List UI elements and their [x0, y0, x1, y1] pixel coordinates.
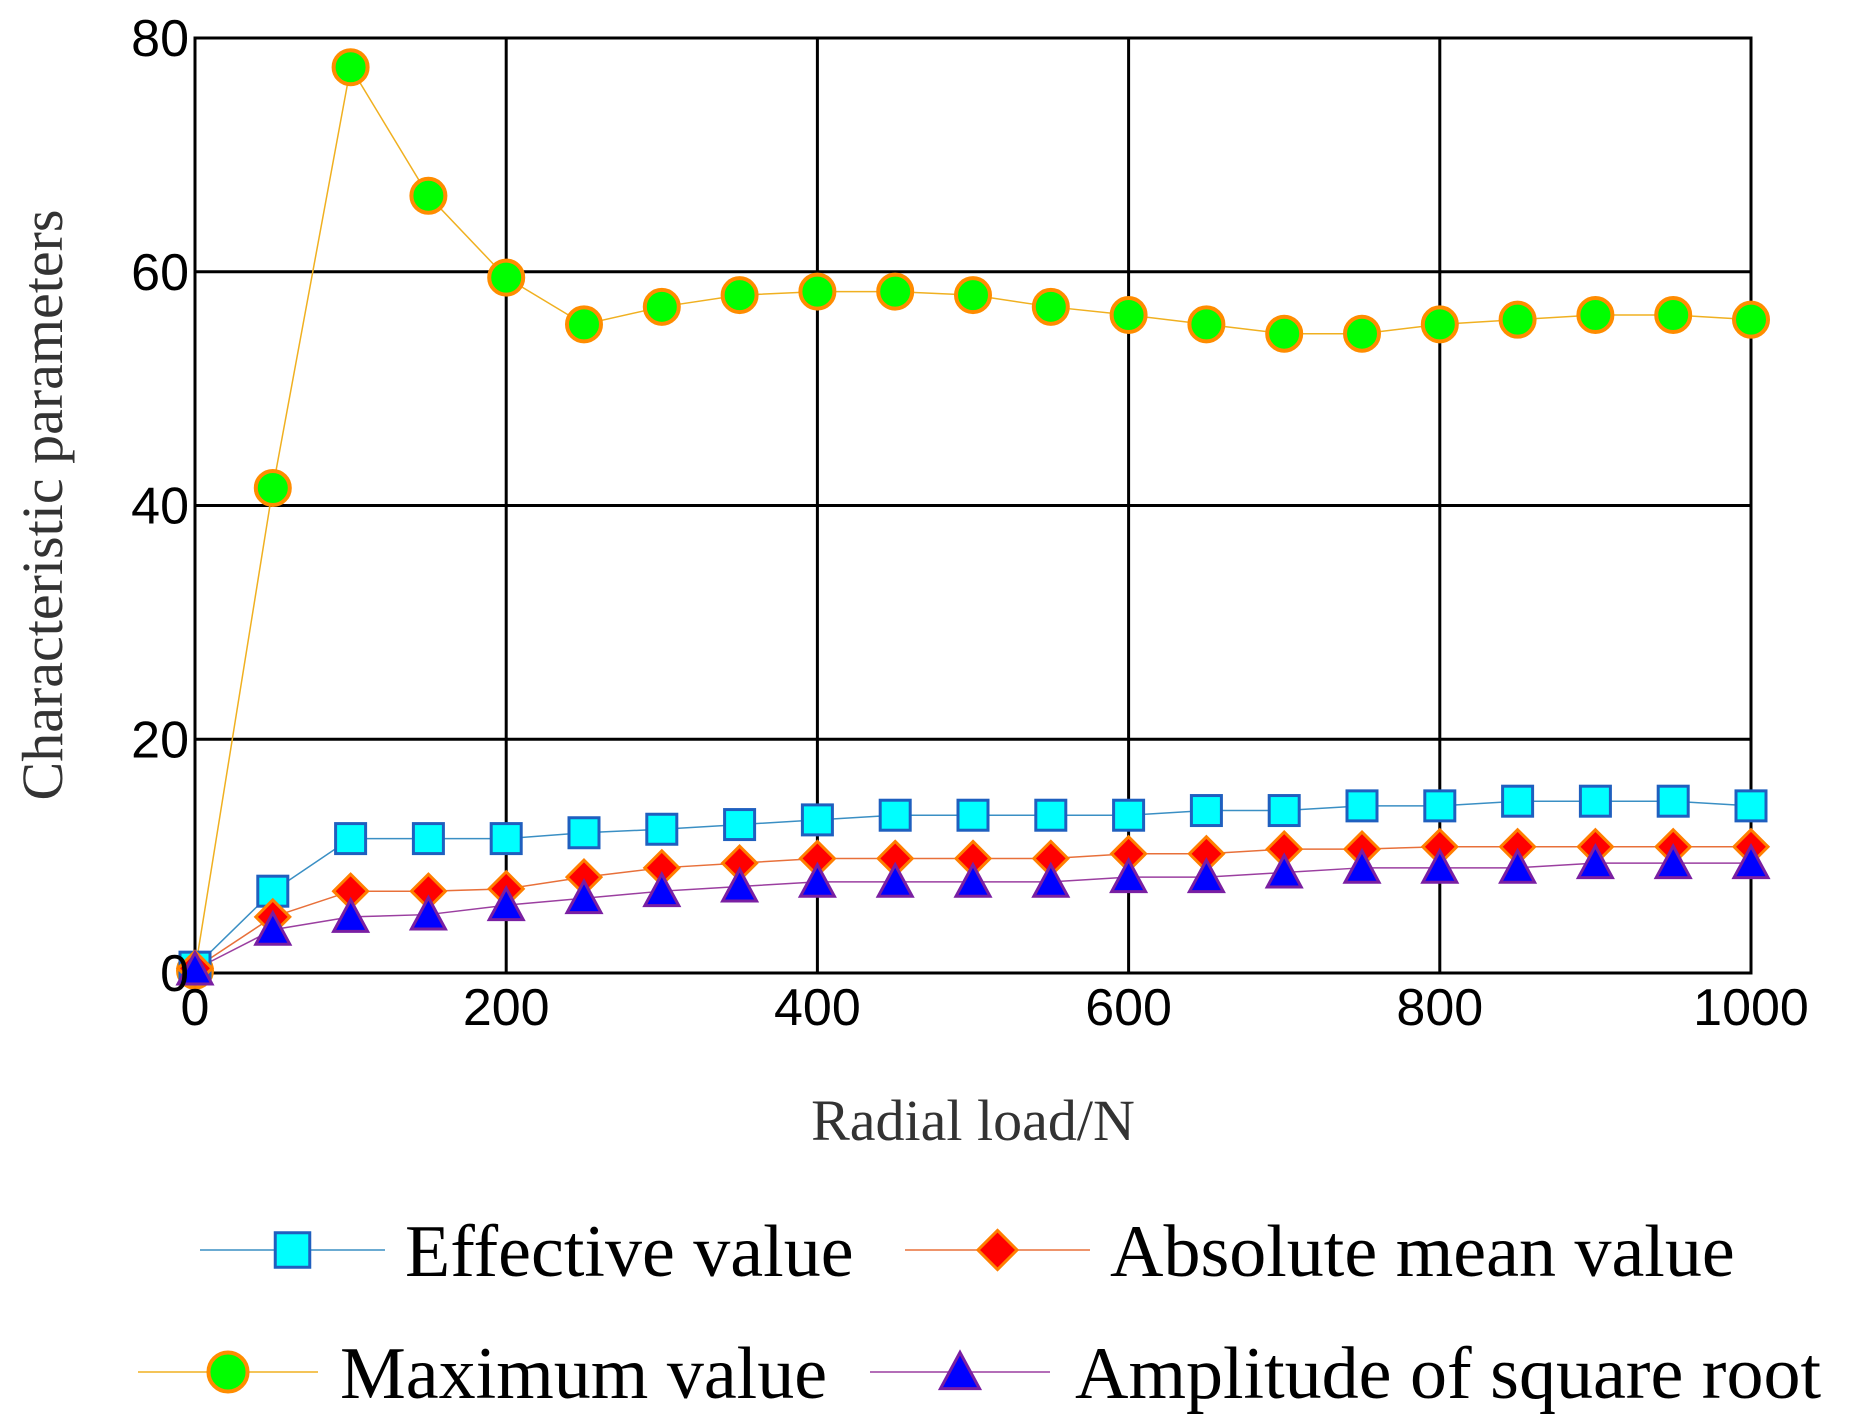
data-point [720, 866, 760, 903]
data-point [1265, 314, 1304, 353]
y-tick-label: 80 [131, 10, 189, 68]
data-point [1576, 295, 1615, 334]
x-tick-label: 600 [1085, 979, 1172, 1037]
data-point [1112, 798, 1146, 832]
data-point [564, 878, 604, 915]
data-point [1267, 794, 1301, 828]
data-point [1109, 857, 1149, 894]
legend-item: Maximum value [138, 1333, 827, 1415]
data-point [331, 896, 371, 933]
data-point [411, 822, 445, 856]
data-point [1498, 847, 1538, 884]
data-point [409, 176, 448, 215]
x-tick-label: 800 [1396, 979, 1483, 1037]
series-marker-group [178, 784, 1768, 984]
y-tick-label: 20 [131, 711, 189, 769]
legend-marker [273, 1231, 312, 1269]
data-point [1731, 842, 1771, 880]
data-point [1578, 784, 1612, 818]
data-point [1656, 784, 1690, 818]
data-point [1423, 789, 1457, 823]
data-point [1034, 798, 1068, 832]
data-point [1031, 287, 1070, 326]
series-markers [175, 48, 1771, 990]
data-point [331, 48, 370, 87]
data-point [954, 276, 992, 315]
series-marker-group [175, 842, 1771, 986]
legend-item: Effective value [200, 1211, 854, 1293]
x-tick-label: 200 [463, 979, 550, 1037]
data-point [1345, 789, 1379, 823]
data-point [408, 894, 448, 931]
legend-label: Absolute mean value [1110, 1211, 1735, 1293]
data-point [567, 816, 601, 850]
x-tick-label: 1000 [1693, 979, 1809, 1037]
data-point [1734, 789, 1768, 823]
data-point [1575, 842, 1615, 880]
data-point [875, 861, 915, 898]
data-point [1343, 314, 1381, 353]
data-point [1653, 842, 1693, 880]
data-point [1264, 852, 1304, 889]
data-point [953, 861, 993, 898]
data-point [1420, 305, 1459, 344]
y-tick-label: 0 [160, 945, 189, 1003]
legend-item: Amplitude of square root [870, 1333, 1821, 1415]
data-point [642, 871, 682, 908]
data-point [1186, 857, 1226, 894]
data-point [1654, 295, 1693, 334]
tick-labels: 0 200 400 600 800 1000 0 20 40 60 80 [131, 10, 1809, 1037]
grid-lines [195, 38, 1751, 973]
data-point [1420, 847, 1460, 884]
legend-marker [937, 1349, 983, 1391]
legend-label: Amplitude of square root [1075, 1333, 1821, 1415]
legend-label: Effective value [405, 1211, 854, 1293]
data-point [645, 812, 679, 846]
legend-marker [975, 1228, 1020, 1272]
data-point [487, 258, 526, 297]
data-point [1031, 861, 1071, 898]
y-tick-label: 60 [131, 244, 189, 302]
x-axis-title: Radial load/N [811, 1088, 1135, 1153]
data-point [876, 272, 915, 311]
legend-label: Maximum value [340, 1333, 827, 1415]
data-point [1501, 784, 1535, 818]
data-point [253, 468, 292, 507]
y-axis-title: Characteristic parameters [10, 210, 75, 801]
data-point [642, 287, 681, 326]
legend: Effective value Absolute mean value Maximu… [138, 1211, 1821, 1415]
data-point [798, 272, 837, 311]
x-tick-label: 400 [774, 979, 861, 1037]
data-point [1189, 794, 1223, 828]
data-point [253, 909, 293, 946]
data-point [720, 276, 759, 315]
data-point [334, 822, 368, 856]
data-point [175, 949, 215, 986]
data-point [800, 803, 834, 837]
data-point [1498, 300, 1537, 339]
data-point [878, 798, 912, 832]
data-point [1732, 300, 1770, 339]
data-point [489, 822, 523, 856]
data-point [1187, 305, 1226, 344]
legend-item: Absolute mean value [905, 1211, 1735, 1293]
legend-marker [206, 1350, 250, 1394]
data-point [486, 885, 526, 922]
data-point [1109, 295, 1148, 334]
data-point [723, 808, 757, 842]
data-point [797, 861, 837, 898]
x-tick-label: 0 [181, 979, 210, 1037]
plot-area-frame [193, 36, 1753, 975]
y-tick-label: 40 [131, 478, 189, 536]
data-point [956, 798, 990, 832]
data-point [1342, 847, 1382, 884]
data-point [565, 305, 603, 344]
